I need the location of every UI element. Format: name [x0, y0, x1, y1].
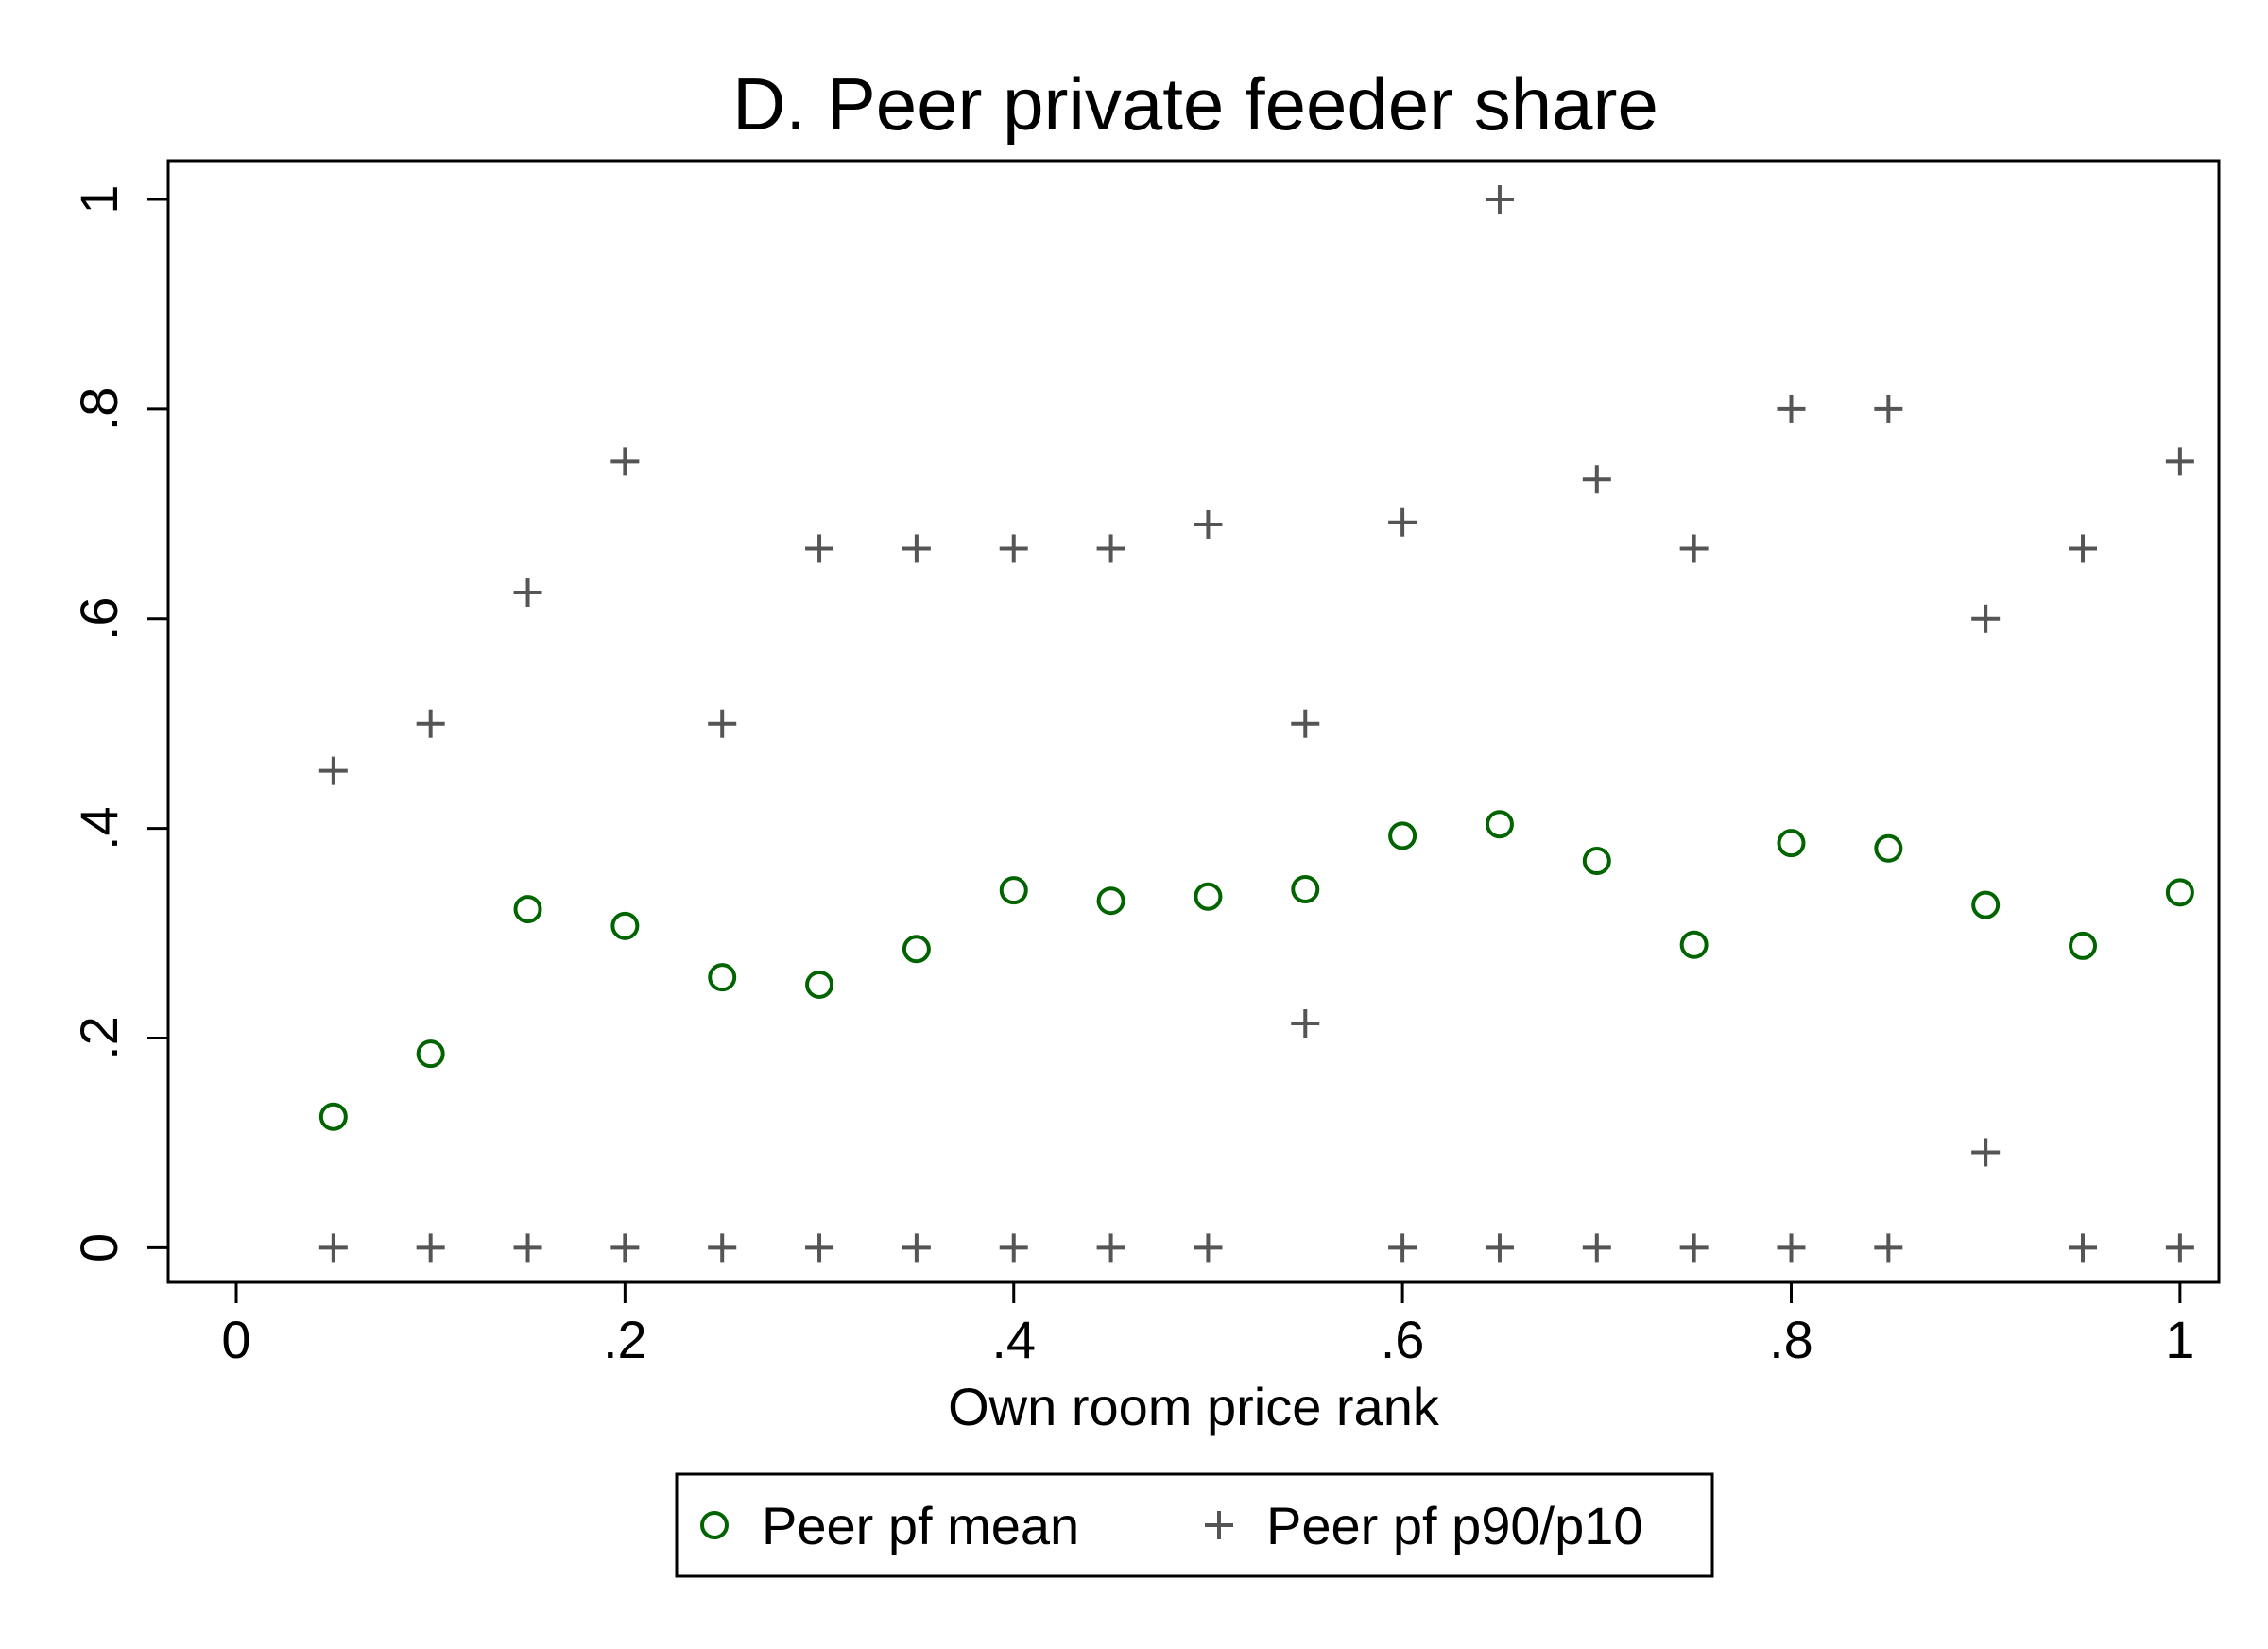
- mean-point: [708, 963, 737, 992]
- mean-point: [318, 1102, 348, 1131]
- y-tick-label: 1: [69, 184, 129, 214]
- percentile-point: [1679, 1233, 1709, 1263]
- mean-point: [1194, 882, 1223, 911]
- percentile-point: [1971, 604, 2001, 633]
- percentile-point: [1971, 1138, 2001, 1167]
- mean-point: [902, 935, 931, 964]
- x-tick-label: 1: [2165, 1310, 2194, 1369]
- percentile-point: [805, 1233, 834, 1263]
- mean-point: [1096, 886, 1125, 916]
- mean-point: [1777, 829, 1806, 858]
- mean-point: [2165, 878, 2194, 907]
- legend: Peer pf mean Peer pf p90/p10: [675, 1472, 1714, 1578]
- percentile-point: [1874, 394, 1903, 423]
- percentile-point: [318, 756, 348, 785]
- plot-frame: [166, 159, 2221, 1284]
- chart-title: D. Peer private feeder share: [732, 62, 1658, 146]
- series-percentiles: [318, 185, 2194, 1263]
- percentile-point: [999, 1233, 1028, 1263]
- x-tick-label: .2: [603, 1310, 647, 1369]
- percentile-point: [318, 1233, 348, 1263]
- percentile-point: [1291, 1008, 1320, 1038]
- mean-point: [610, 911, 640, 940]
- mean-point: [1291, 874, 1320, 903]
- percentile-point: [1194, 509, 1223, 539]
- percentile-point: [1485, 185, 1514, 215]
- x-tick-label: .4: [991, 1310, 1036, 1369]
- percentile-point: [1194, 1233, 1223, 1263]
- percentile-point: [610, 447, 640, 476]
- legend-label: Peer pf p90/p10: [1266, 1496, 1643, 1555]
- mean-point: [1582, 847, 1611, 876]
- y-tick-label: 0: [69, 1233, 129, 1263]
- percentile-point: [2069, 1233, 2098, 1263]
- legend-circle-icon: [700, 1511, 729, 1539]
- x-axis: 0 .2 .4 .6 .8 1: [221, 1282, 2194, 1369]
- legend-item: Peer pf mean: [700, 1496, 1079, 1555]
- percentile-point: [416, 1233, 445, 1263]
- percentile-point: [2165, 1233, 2194, 1263]
- mean-point: [1388, 821, 1418, 850]
- percentile-point: [805, 534, 834, 563]
- percentile-point: [708, 709, 737, 738]
- mean-point: [1874, 833, 1903, 863]
- percentile-point: [513, 578, 542, 608]
- percentile-point: [1777, 1233, 1806, 1263]
- legend-label: Peer pf mean: [762, 1496, 1079, 1555]
- y-tick-label: .4: [69, 806, 129, 850]
- percentile-point: [1874, 1233, 1903, 1263]
- percentile-point: [1291, 709, 1320, 738]
- percentile-point: [513, 1233, 542, 1263]
- percentile-point: [708, 1233, 737, 1263]
- mean-point: [1971, 890, 2001, 919]
- percentile-point: [610, 1233, 640, 1263]
- y-tick-label: .6: [69, 596, 129, 641]
- mean-point: [1679, 930, 1709, 959]
- percentile-point: [1485, 1233, 1514, 1263]
- y-axis: 0 .2 .4 .6 .8 1: [69, 184, 168, 1263]
- percentile-point: [1388, 507, 1418, 537]
- mean-point: [999, 876, 1028, 905]
- percentile-point: [999, 534, 1028, 563]
- mean-point: [805, 970, 834, 999]
- mean-point: [416, 1039, 445, 1069]
- percentile-point: [1582, 1233, 1611, 1263]
- percentile-point: [416, 709, 445, 738]
- y-tick-label: .8: [69, 387, 129, 432]
- mean-point: [1485, 810, 1514, 839]
- percentile-point: [1096, 534, 1125, 563]
- percentile-point: [1388, 1233, 1418, 1263]
- x-tick-label: .6: [1381, 1310, 1425, 1369]
- percentile-point: [1777, 394, 1806, 423]
- series-mean: [318, 810, 2194, 1131]
- mean-point: [2069, 931, 2098, 960]
- percentile-point: [1096, 1233, 1125, 1263]
- x-tick-label: .8: [1769, 1310, 1813, 1369]
- percentile-point: [2165, 447, 2194, 476]
- legend-box: [675, 1472, 1714, 1578]
- percentile-point: [2069, 534, 2098, 563]
- x-tick-label: 0: [221, 1310, 250, 1369]
- percentile-point: [902, 534, 931, 563]
- series-layer: [318, 185, 2194, 1263]
- percentile-point: [1679, 534, 1709, 563]
- legend-item: Peer pf p90/p10: [1205, 1496, 1643, 1555]
- x-axis-label: Own room price rank: [948, 1377, 1440, 1436]
- mean-point: [513, 895, 542, 924]
- y-tick-label: .2: [69, 1016, 129, 1060]
- percentile-point: [902, 1233, 931, 1263]
- percentile-point: [1582, 465, 1611, 494]
- legend-plus-icon: [1205, 1511, 1233, 1539]
